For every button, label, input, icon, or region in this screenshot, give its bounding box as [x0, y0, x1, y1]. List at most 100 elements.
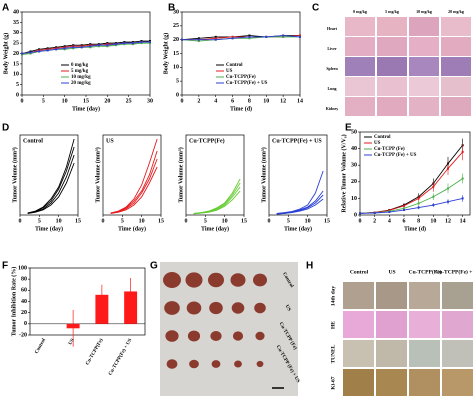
- marker: [432, 185, 435, 188]
- histology-image: [409, 17, 439, 36]
- marker: [89, 45, 92, 48]
- legend-label: 10 mg/kg: [71, 75, 91, 80]
- legend-label: 5 mg/kg: [71, 69, 89, 74]
- x-tick-label: 10: [139, 218, 145, 224]
- x-tick-label: 15: [158, 218, 164, 224]
- marker: [38, 49, 41, 52]
- y-axis-label: Tumor Volume (mm³): [177, 147, 184, 202]
- histology-image: [442, 369, 473, 396]
- tumor: [209, 301, 223, 315]
- marker: [97, 44, 100, 47]
- x-tick-label: 2: [197, 98, 200, 104]
- panel-label: A: [2, 3, 9, 14]
- histology-image: [376, 282, 407, 309]
- marker: [181, 38, 183, 41]
- marker: [282, 34, 285, 37]
- marker: [417, 206, 420, 209]
- marker: [89, 46, 92, 49]
- tumor: [253, 273, 267, 287]
- histology-image: [442, 282, 473, 309]
- histology-image: [409, 97, 439, 116]
- x-axis-label: Time (day): [201, 225, 229, 232]
- marker: [123, 43, 126, 46]
- x-tick-label: 5: [121, 218, 124, 224]
- marker: [265, 35, 268, 38]
- legend-label: Control: [374, 135, 391, 140]
- x-axis-label: Time (day): [118, 225, 146, 232]
- legend-label: Cu-TCPP(Fe) + US: [226, 81, 268, 86]
- marker: [432, 195, 435, 198]
- marker: [63, 48, 66, 51]
- x-tick-label: 12: [445, 218, 451, 224]
- x-tick-label: 15: [241, 218, 247, 224]
- marker: [197, 37, 200, 40]
- histology-image: [409, 369, 440, 396]
- chart-title: Cu-TCPP(Fe): [189, 137, 225, 144]
- y-tick-label: 10: [173, 65, 179, 71]
- tumor: [186, 301, 202, 315]
- legend-label: 20 mg/kg: [71, 81, 91, 86]
- y-axis-label: Tumor Inhibition Rate (%): [10, 267, 17, 337]
- marker: [214, 37, 217, 40]
- series-line: [27, 162, 75, 214]
- x-tick-label: 5: [204, 218, 207, 224]
- x-tick-label: 2: [373, 218, 376, 224]
- x-tick-label: 5: [287, 218, 290, 224]
- y-tick-label: 30: [173, 9, 179, 15]
- legend-label: Control: [226, 63, 243, 68]
- marker: [140, 40, 143, 43]
- y-tick-label: 40: [21, 299, 27, 305]
- x-tick-label: 6: [403, 218, 406, 224]
- plot-frame: [359, 131, 471, 216]
- histology-image: [409, 340, 440, 367]
- y-tick-label: 10: [351, 196, 357, 202]
- tumor: [208, 272, 224, 288]
- x-tick-label: 10: [305, 218, 311, 224]
- panel-label: C: [312, 3, 319, 14]
- x-tick-label: 0: [102, 218, 105, 224]
- panel-label: B: [168, 3, 175, 14]
- column-header: 5 mg/kg: [385, 9, 399, 14]
- row-label: Kidney: [326, 106, 338, 111]
- y-tick-label: 25: [13, 41, 19, 47]
- marker: [197, 40, 200, 43]
- marker: [114, 44, 117, 47]
- y-axis-label: Body Weight (g): [2, 33, 9, 75]
- series-line: [110, 166, 158, 214]
- histology-image: [345, 77, 375, 96]
- y-tick-label: 25: [173, 23, 179, 29]
- tumor: [256, 360, 264, 368]
- marker: [55, 46, 58, 49]
- y-tick-label: 5: [176, 79, 179, 85]
- marker: [248, 37, 251, 40]
- marker: [403, 204, 405, 207]
- histology-image: [409, 311, 440, 338]
- panel-label: E: [345, 123, 352, 134]
- series-line: [359, 178, 463, 214]
- histology-image: [345, 57, 375, 76]
- column-header: Cu-TCPP(Fe): [409, 268, 442, 275]
- tumor: [166, 359, 178, 369]
- marker: [114, 42, 117, 45]
- marker: [63, 47, 66, 50]
- marker: [97, 43, 100, 46]
- histology-image: [441, 17, 471, 36]
- row-label: Spleen: [326, 66, 338, 71]
- row-label: TUNEL: [330, 344, 336, 363]
- y-tick-label: 35: [13, 20, 19, 26]
- marker: [72, 45, 75, 48]
- series-line: [182, 35, 301, 41]
- series-line: [181, 36, 300, 42]
- marker: [231, 37, 234, 40]
- series-line: [276, 170, 324, 214]
- marker: [299, 35, 301, 38]
- y-axis-label: Tumor Volume (mm³): [94, 147, 101, 202]
- panel-label: G: [150, 261, 158, 272]
- x-tick-label: 10: [56, 218, 62, 224]
- row-label: Liver: [327, 46, 337, 51]
- y-tick-label: 30: [13, 30, 19, 36]
- tumor: [185, 272, 203, 288]
- y-tick-label: 80: [21, 277, 27, 283]
- marker: [461, 177, 464, 180]
- marker: [461, 150, 464, 153]
